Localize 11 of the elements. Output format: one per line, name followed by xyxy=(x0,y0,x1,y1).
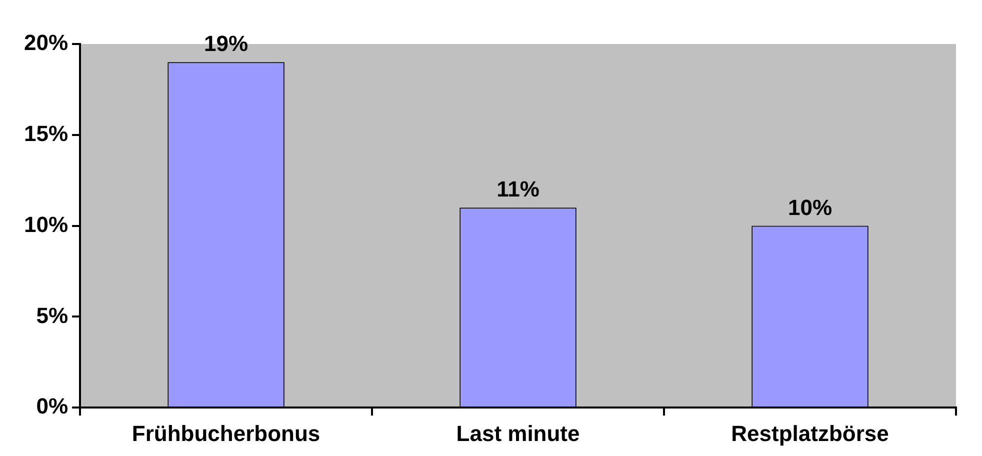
y-tick-label: 20% xyxy=(24,30,68,56)
data-label: 11% xyxy=(496,176,540,202)
x-tick-label: Last minute xyxy=(456,420,580,446)
x-tick-label: Restplatzbörse xyxy=(731,420,889,446)
data-label: 10% xyxy=(788,194,832,220)
data-label: 19% xyxy=(204,31,248,56)
y-tick-label: 15% xyxy=(24,120,68,146)
x-tick-label: Frühbucherbonus xyxy=(132,420,320,446)
y-tick-label: 0% xyxy=(36,394,68,419)
y-tick-label: 10% xyxy=(24,212,68,237)
y-tick-label: 5% xyxy=(36,302,68,328)
